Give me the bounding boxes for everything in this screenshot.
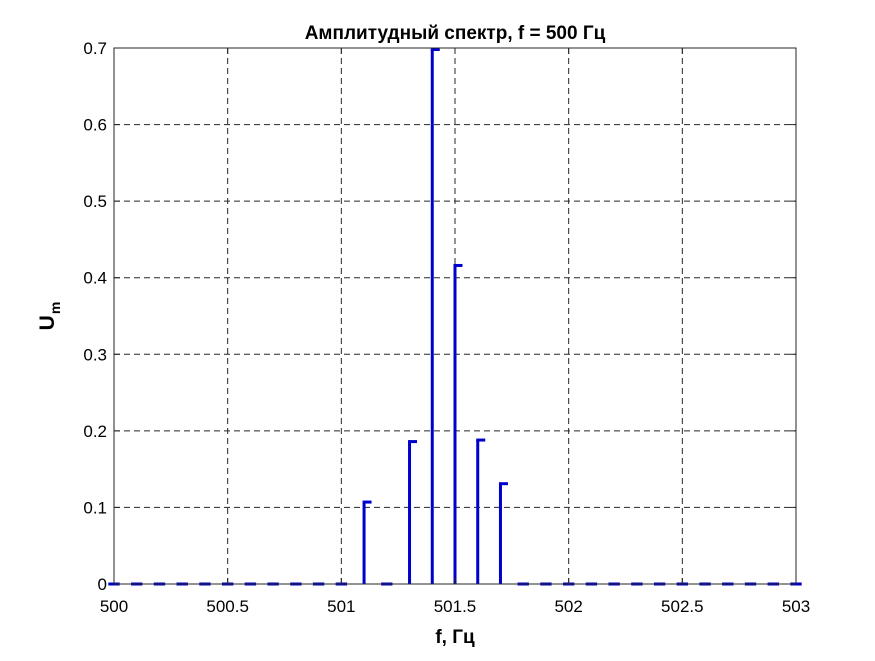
axis-tick-labels: 500 500.5 501 501.5 502 502.5 503 0 0.1 0.2 0.3 0.4…: [83, 39, 810, 616]
x-tick-label: 502.5: [661, 597, 704, 616]
y-tick-label: 0: [98, 575, 107, 594]
y-tick-label: 0.4: [83, 269, 107, 288]
x-tick-label: 501: [327, 597, 355, 616]
x-tick-label: 502: [554, 597, 582, 616]
x-axis-label: f, Гц: [435, 627, 475, 648]
x-tick-label: 500: [100, 597, 128, 616]
x-tick-label: 501.5: [434, 597, 477, 616]
y-tick-label: 0.6: [83, 116, 107, 135]
chart-title: Амплитудный спектр, f = 500 Гц: [305, 23, 606, 44]
x-tick-label: 503: [782, 597, 810, 616]
y-tick-label: 0.7: [83, 39, 107, 58]
x-tick-label: 500.5: [206, 597, 249, 616]
axis-ticks: [113, 47, 797, 585]
y-axis-label-subscript: m: [47, 302, 63, 314]
y-axis-label-main: U: [36, 315, 59, 330]
y-tick-label: 0.1: [83, 498, 107, 517]
y-tick-label: 0.3: [83, 345, 107, 364]
y-tick-label: 0.5: [83, 192, 107, 211]
y-axis-label: Um: [36, 302, 63, 331]
y-tick-label: 0.2: [83, 422, 107, 441]
